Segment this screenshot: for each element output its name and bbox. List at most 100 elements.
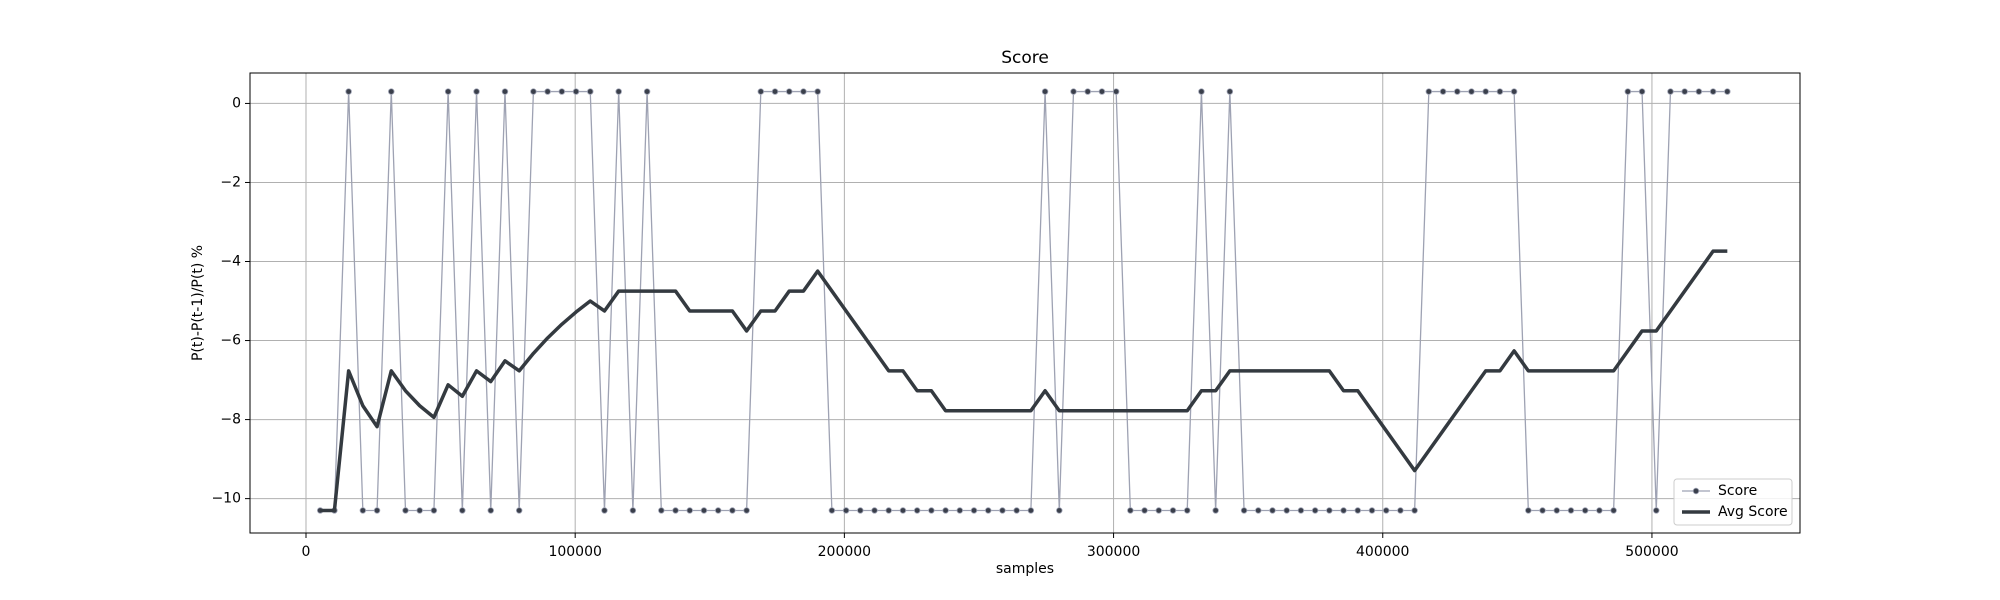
data-point [729,507,736,514]
data-point [1425,88,1433,95]
y-tick-label: −10 [211,491,241,507]
data-point [786,88,793,95]
chart-title: Score [1001,48,1049,68]
data-point [714,507,722,514]
data-point [1496,88,1504,95]
data-point [1709,88,1717,95]
data-point [402,507,409,514]
data-point [1141,507,1148,514]
data-point [1098,88,1106,95]
data-point [1255,507,1262,514]
data-point [345,88,352,95]
data-point [1624,88,1632,95]
data-point [1354,507,1361,514]
data-point [1383,507,1390,514]
data-point [629,507,637,514]
data-point [1638,88,1646,95]
y-tick-label: 0 [232,95,241,111]
data-point [1667,88,1674,95]
data-point [956,507,964,514]
data-point [985,507,992,514]
data-point [430,507,438,514]
data-point [1468,88,1475,95]
legend-marker [1692,487,1700,495]
data-point [1226,88,1234,95]
data-point [1482,88,1489,95]
data-point [1724,88,1731,95]
data-point [686,507,693,514]
legend-label: Score [1718,483,1757,499]
plot-frame [249,72,1801,534]
data-point [373,507,381,514]
data-point [1283,507,1290,514]
data-point [1653,507,1660,514]
data-point [530,88,537,95]
data-point [658,507,665,514]
x-tick-label: 400000 [1356,544,1409,560]
data-point [515,507,523,514]
data-point [1212,507,1219,514]
data-point [1581,507,1589,514]
data-point [359,507,367,514]
data-point [1510,88,1518,95]
data-point [1198,88,1205,95]
data-point [1695,88,1703,95]
data-point [1269,507,1276,514]
data-point [928,507,935,514]
series-line [320,90,1728,512]
legend-label: Avg Score [1718,504,1788,520]
data-point [601,507,608,514]
data-point [444,88,452,95]
data-point [700,507,708,514]
y-tick-label: −2 [220,174,241,190]
data-point [558,88,566,95]
data-point [1567,507,1575,514]
data-point [1070,88,1077,95]
y-axis-label: P(t)-P(t-1)/P(t) % [190,245,206,361]
x-tick-label: 200000 [818,544,871,560]
data-point [1610,507,1617,514]
data-point [1169,507,1177,514]
data-point [857,507,864,514]
data-point [1681,88,1688,95]
data-point [1056,507,1063,514]
x-tick-label: 500000 [1625,544,1678,560]
data-point [871,507,878,514]
data-point [800,88,807,95]
x-axis-label: samples [996,561,1054,577]
data-point [814,88,821,95]
data-point [1525,507,1532,514]
data-point [899,507,907,514]
data-point [1084,88,1091,95]
data-point [1311,507,1319,514]
data-point [615,88,622,95]
data-point [1439,88,1447,95]
data-point [1454,88,1461,95]
data-point [771,88,779,95]
data-point [1340,507,1347,514]
data-point [544,88,551,95]
series-line [320,249,1728,513]
data-point [885,507,892,514]
data-point [388,88,395,95]
data-point [842,507,850,514]
y-tick-label: −8 [220,412,241,428]
data-point [643,88,651,95]
data-point [743,507,750,514]
data-point [1596,507,1603,514]
y-tick-label: −6 [220,333,241,349]
data-point [1297,507,1305,514]
data-point [1155,507,1162,514]
data-point [1027,507,1035,514]
data-point [1368,507,1376,514]
data-point [473,88,480,95]
data-point [1127,507,1134,514]
data-point [999,507,1006,514]
data-point [970,507,978,514]
data-point [942,507,949,514]
data-point [828,507,836,514]
x-tick-label: 100000 [548,544,601,560]
data-point [1553,507,1560,514]
data-point [913,507,921,514]
